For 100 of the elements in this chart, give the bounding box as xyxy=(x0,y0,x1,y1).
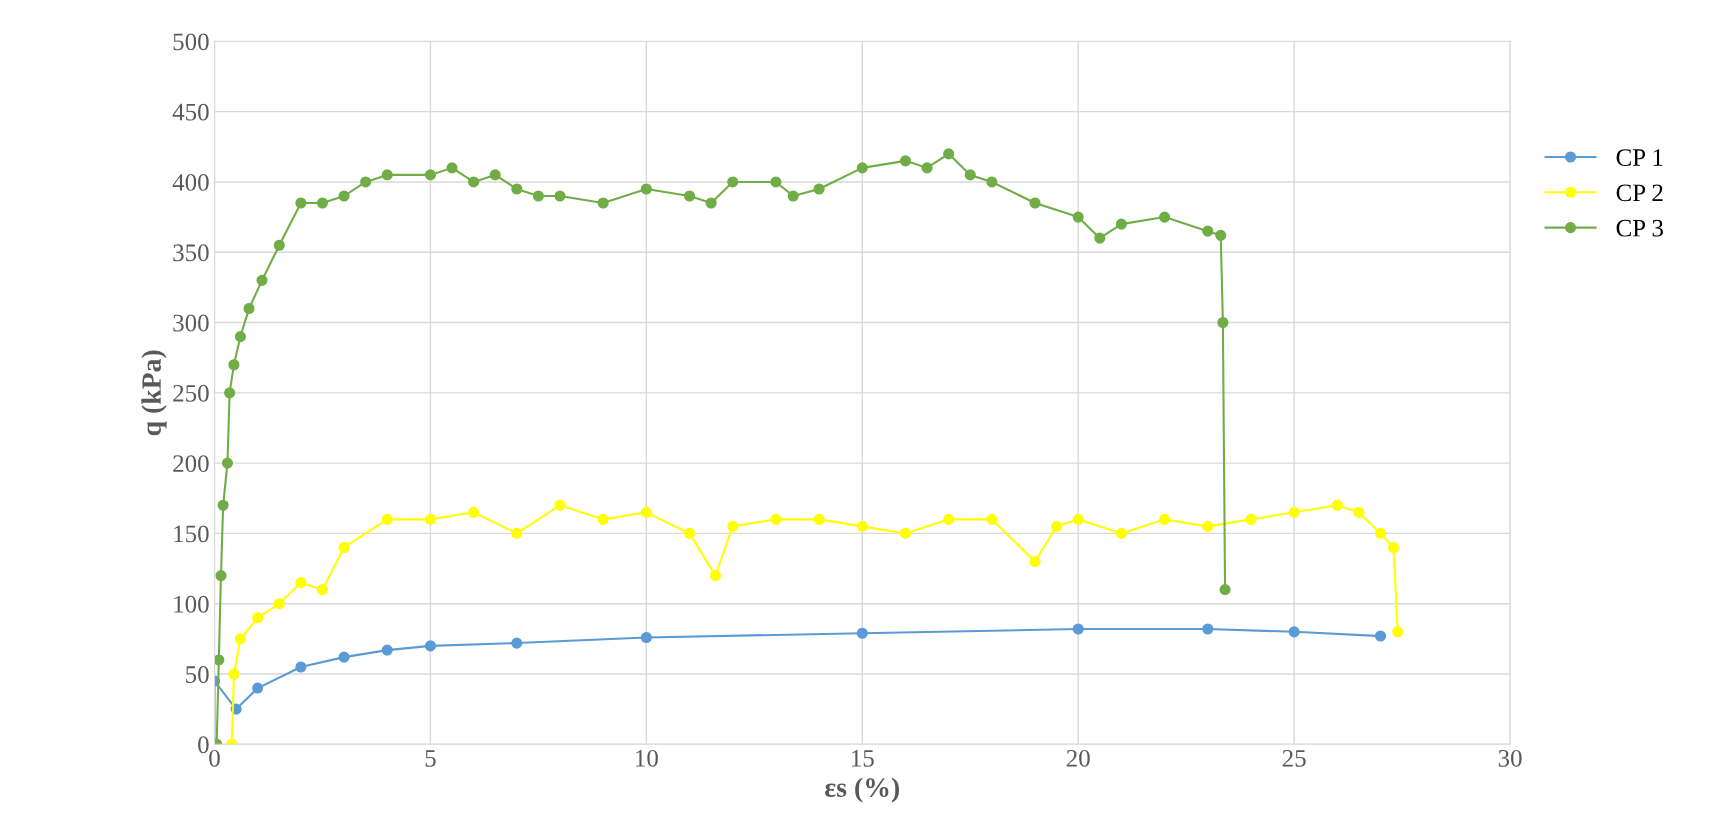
y-tick-label: 500 xyxy=(173,33,209,51)
x-tick-label: 0 xyxy=(209,749,220,767)
point xyxy=(964,169,976,181)
point xyxy=(640,631,652,644)
point xyxy=(316,197,329,209)
y-tick-label: 350 xyxy=(173,244,209,262)
point xyxy=(986,176,998,188)
y-tick-label: 150 xyxy=(174,525,209,543)
point xyxy=(554,190,566,202)
point xyxy=(1374,630,1387,642)
point xyxy=(214,654,225,666)
point xyxy=(813,513,825,525)
point xyxy=(943,148,955,160)
point xyxy=(424,169,436,181)
point xyxy=(554,499,566,511)
point xyxy=(424,513,436,525)
point xyxy=(1202,623,1214,635)
point xyxy=(228,359,240,371)
y-tick-label: 50 xyxy=(186,666,209,683)
point xyxy=(1159,513,1171,525)
point xyxy=(1202,520,1214,532)
point xyxy=(224,387,236,399)
point xyxy=(1331,499,1343,511)
y-axis-title: q (kPa) xyxy=(141,350,167,436)
point xyxy=(252,682,264,694)
point xyxy=(1392,626,1404,638)
point xyxy=(1029,197,1041,209)
point xyxy=(256,274,268,286)
point xyxy=(813,183,825,195)
point xyxy=(217,499,229,511)
point xyxy=(295,577,307,589)
point xyxy=(1217,316,1229,329)
point xyxy=(1387,541,1400,554)
legend-label: CP 2 xyxy=(1616,184,1663,202)
point xyxy=(1094,232,1106,244)
point xyxy=(1374,527,1387,539)
point xyxy=(640,506,652,518)
point xyxy=(381,169,393,181)
point xyxy=(489,169,501,181)
point xyxy=(1159,211,1171,223)
point xyxy=(787,190,799,202)
point xyxy=(727,520,739,532)
point xyxy=(1115,527,1127,539)
point xyxy=(597,513,609,525)
point xyxy=(1115,218,1127,230)
point xyxy=(446,162,458,174)
point xyxy=(316,584,329,596)
point xyxy=(243,302,255,315)
point xyxy=(511,637,523,649)
x-tick-label: 20 xyxy=(1066,749,1090,767)
point xyxy=(338,651,350,663)
point xyxy=(221,457,234,469)
point xyxy=(727,176,739,188)
point xyxy=(683,190,696,202)
point xyxy=(252,612,264,624)
x-tick-label: 30 xyxy=(1498,749,1522,767)
point xyxy=(856,627,868,639)
point xyxy=(532,190,544,202)
point xyxy=(709,570,722,582)
point xyxy=(273,239,285,251)
y-tick-label: 200 xyxy=(173,455,209,473)
point xyxy=(1288,506,1300,518)
point xyxy=(1072,623,1084,635)
point xyxy=(770,176,782,188)
point xyxy=(899,527,912,539)
point xyxy=(468,176,480,188)
y-tick-label: 400 xyxy=(172,173,209,191)
point xyxy=(511,183,523,195)
legend-label: CP 3 xyxy=(1616,219,1663,237)
point xyxy=(856,162,868,174)
point xyxy=(1072,211,1084,223)
point xyxy=(705,197,717,209)
point xyxy=(338,190,350,202)
point xyxy=(338,541,350,554)
point xyxy=(295,197,307,209)
point xyxy=(986,513,998,525)
x-tick-label: 25 xyxy=(1282,749,1306,767)
point xyxy=(468,506,480,518)
point xyxy=(921,162,933,174)
point xyxy=(1051,520,1063,532)
point xyxy=(215,570,227,582)
y-tick-label: 250 xyxy=(173,384,209,402)
y-tick-label: 0 xyxy=(198,736,209,754)
point xyxy=(1219,584,1231,596)
point xyxy=(899,155,912,167)
point xyxy=(597,197,609,209)
point xyxy=(273,598,285,610)
legend-label: CP 1 xyxy=(1616,149,1663,166)
point xyxy=(360,176,372,188)
y-tick-label: 100 xyxy=(174,595,209,613)
point xyxy=(511,527,523,539)
point xyxy=(1353,506,1365,518)
x-tick-label: 10 xyxy=(636,749,658,767)
point xyxy=(228,668,240,680)
point xyxy=(683,527,696,539)
point xyxy=(1072,513,1084,525)
point xyxy=(1202,225,1214,237)
point xyxy=(1245,513,1257,525)
x-tick-label: 15 xyxy=(851,750,874,767)
point xyxy=(381,644,393,656)
